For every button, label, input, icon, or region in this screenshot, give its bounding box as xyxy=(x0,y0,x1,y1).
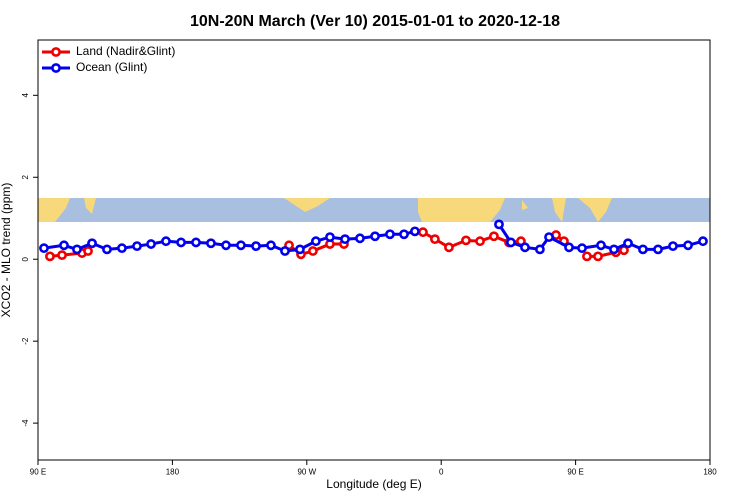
point xyxy=(266,240,276,251)
point xyxy=(340,234,350,245)
point xyxy=(206,238,216,249)
point xyxy=(410,226,420,237)
point xyxy=(593,251,603,262)
point xyxy=(535,244,545,255)
point xyxy=(83,246,93,256)
plot-frame xyxy=(37,39,711,461)
point xyxy=(475,236,485,247)
legend-label: Ocean (Glint) xyxy=(76,60,147,74)
point xyxy=(176,237,186,248)
point xyxy=(638,244,648,255)
point xyxy=(683,240,693,251)
y-tick-label: -2 xyxy=(21,337,30,345)
point xyxy=(72,244,82,255)
point xyxy=(59,240,69,251)
legend-label: Land (Nadir&Glint) xyxy=(76,44,175,58)
point xyxy=(311,236,321,247)
x-tick-label: 90 E xyxy=(567,468,583,477)
point xyxy=(461,235,471,246)
point xyxy=(57,250,67,261)
point xyxy=(489,231,499,242)
point xyxy=(295,244,305,255)
y-tick-label: 2 xyxy=(21,174,30,179)
map-strip xyxy=(38,198,710,222)
point xyxy=(45,251,55,262)
point xyxy=(698,236,708,247)
point xyxy=(582,251,592,262)
point xyxy=(609,244,619,255)
point xyxy=(236,240,246,251)
y-tick-label: 0 xyxy=(21,256,30,261)
point xyxy=(653,244,663,255)
x-tick-label: 180 xyxy=(166,468,180,477)
point xyxy=(39,243,49,254)
point xyxy=(494,219,504,230)
chart-title: 10N-20N March (Ver 10) 2015-01-01 to 202… xyxy=(190,13,560,30)
point xyxy=(520,242,530,253)
point xyxy=(251,241,261,252)
point xyxy=(117,243,127,254)
point xyxy=(506,237,516,248)
point xyxy=(444,242,454,253)
point xyxy=(280,246,290,256)
point xyxy=(161,236,171,247)
x-tick-label: 90 E xyxy=(30,468,46,477)
point xyxy=(418,227,428,238)
x-tick-label: 180 xyxy=(703,468,717,477)
point xyxy=(668,241,678,252)
y-tick-label: -4 xyxy=(21,419,30,427)
point xyxy=(355,233,365,244)
point xyxy=(544,232,554,242)
point xyxy=(132,241,142,252)
legend-marker xyxy=(51,47,61,57)
y-tick-label: 4 xyxy=(21,93,30,98)
point xyxy=(577,243,587,254)
point xyxy=(399,229,409,240)
point xyxy=(385,229,395,240)
point xyxy=(370,231,380,242)
y-axis-label: XCO2 - MLO trend (ppm) xyxy=(0,183,13,318)
point xyxy=(102,244,112,255)
point xyxy=(191,237,201,248)
point xyxy=(87,238,97,249)
point xyxy=(325,232,335,242)
point xyxy=(146,239,156,249)
point xyxy=(623,238,633,249)
point xyxy=(308,246,318,256)
x-tick-label: 0 xyxy=(439,468,444,477)
x-tick-label: 90 W xyxy=(297,468,316,477)
point xyxy=(430,234,440,245)
legend-marker xyxy=(51,63,61,73)
x-axis-label: Longitude (deg E) xyxy=(326,477,421,491)
point xyxy=(564,242,574,253)
point xyxy=(221,240,231,251)
point xyxy=(596,240,606,251)
